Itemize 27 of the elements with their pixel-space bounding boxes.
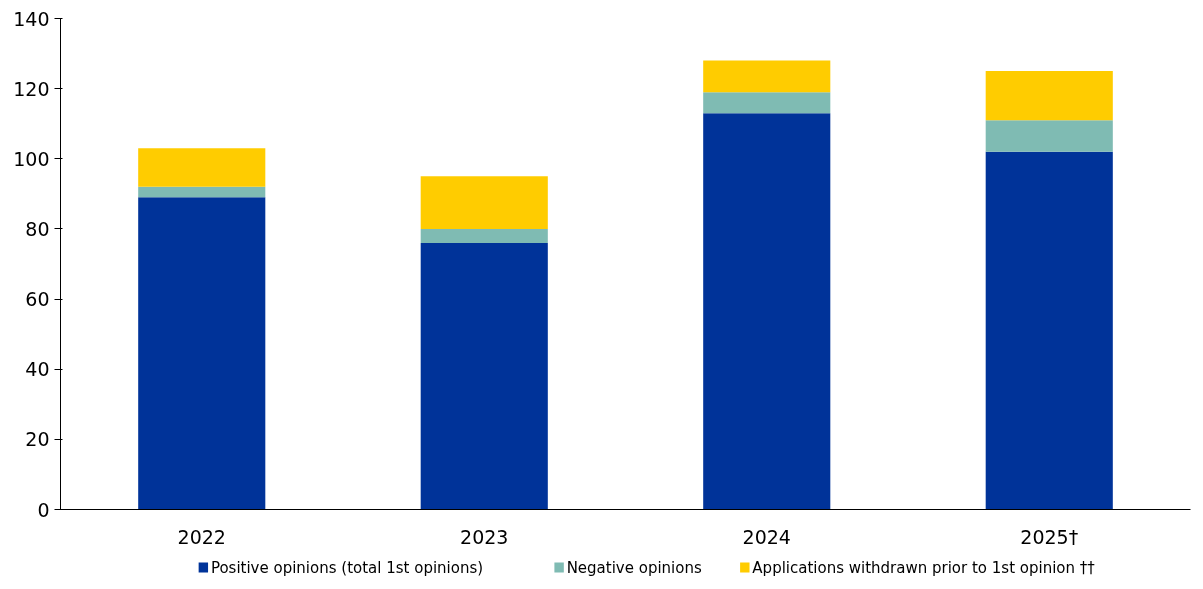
- y-tick-label: 100: [13, 147, 50, 170]
- legend-label: Applications withdrawn prior to 1st opinion ††: [752, 558, 1096, 577]
- bar: [985, 120, 1113, 152]
- y-tick-label: 60: [25, 288, 50, 311]
- y-tick-label: 20: [25, 428, 50, 451]
- bar: [420, 242, 548, 510]
- bar: [138, 197, 266, 510]
- bar: [985, 151, 1113, 510]
- bar: [420, 176, 548, 229]
- x-tick-label: 2024: [742, 525, 791, 548]
- bar: [138, 148, 266, 187]
- y-tick-label: 40: [25, 358, 50, 381]
- x-tick-label: 2023: [460, 525, 509, 548]
- legend-label: Negative opinions: [566, 558, 702, 577]
- y-tick-label: 140: [13, 7, 50, 30]
- y-tick-label: 0: [37, 498, 50, 521]
- bar: [985, 71, 1113, 121]
- bar: [703, 92, 831, 114]
- bar: [703, 113, 831, 510]
- y-tick-label: 120: [13, 77, 50, 100]
- y-tick-label: 80: [25, 217, 50, 240]
- x-tick-label: 2025†: [1020, 525, 1079, 548]
- bar: [703, 60, 831, 93]
- x-tick-label: 2022: [177, 525, 226, 548]
- legend-label: Positive opinions (total 1st opinions): [210, 558, 484, 577]
- bar: [420, 228, 548, 243]
- bar: [138, 186, 266, 198]
